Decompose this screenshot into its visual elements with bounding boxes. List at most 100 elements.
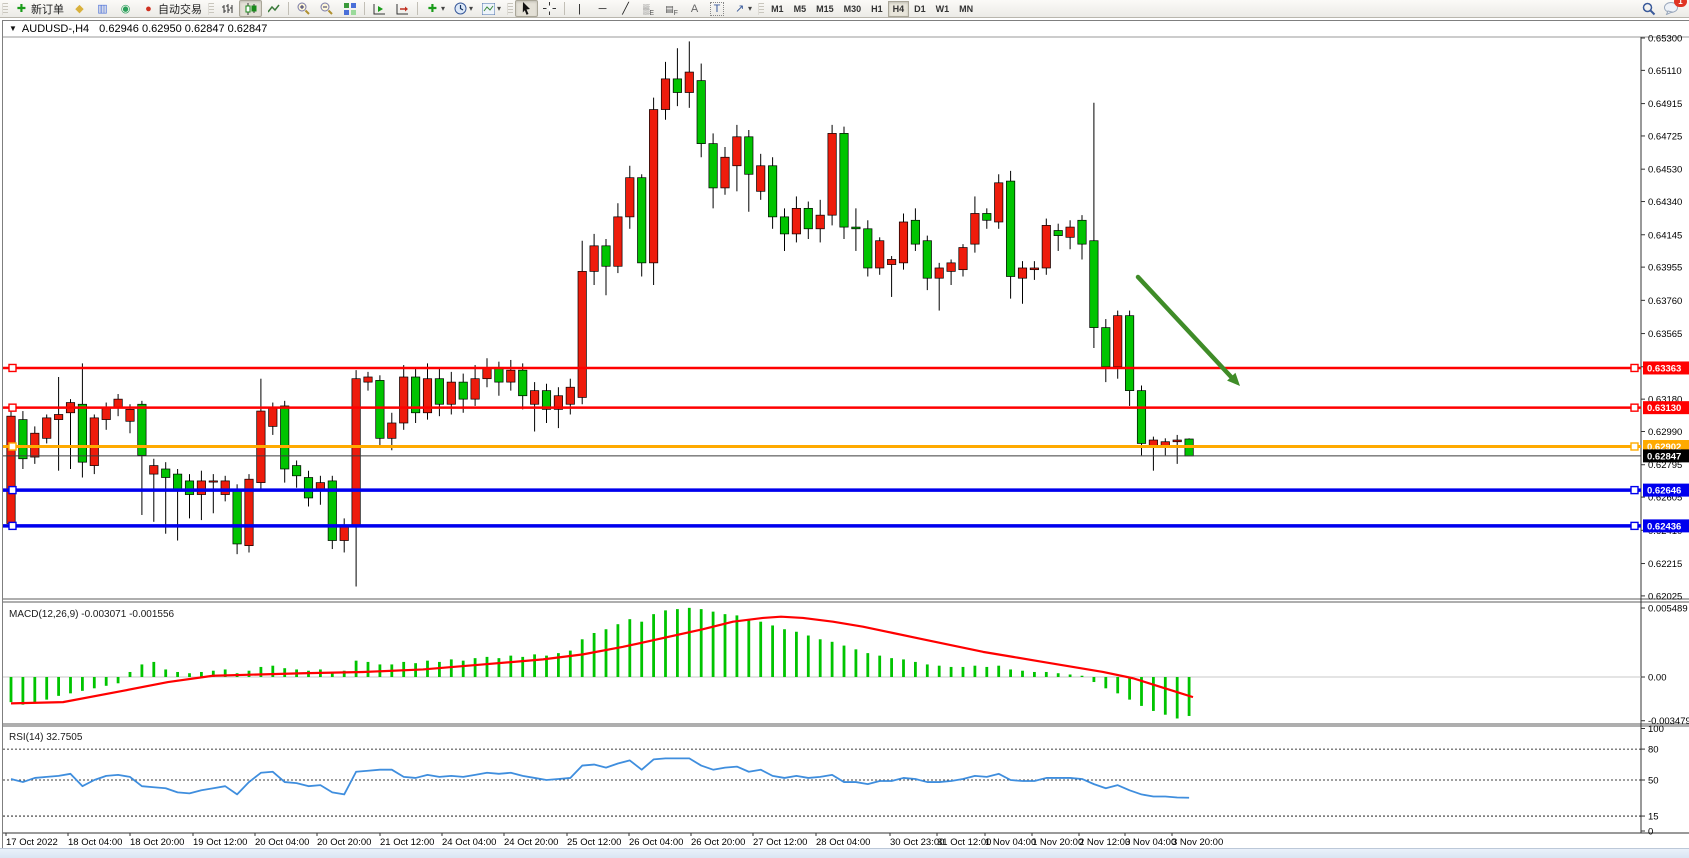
timeframe-d1-button[interactable]: D1 [914,3,926,14]
candle[interactable] [756,153,766,200]
candle[interactable] [411,368,421,423]
autotrading-button[interactable]: ● 自动交易 [137,0,206,17]
candle[interactable] [54,376,64,471]
chart-titlebar[interactable]: ▼ AUDUSD-,H4 0.62946 0.62950 0.62847 0.6… [3,21,1689,36]
line-handle[interactable] [8,403,17,412]
candle[interactable] [577,240,587,405]
timeframe-m5-button[interactable]: M5 [793,3,807,14]
line-handle[interactable] [1630,442,1639,451]
candle[interactable] [744,129,754,212]
candle[interactable] [851,208,861,251]
candle[interactable] [779,208,790,251]
zoom-in-button[interactable] [292,0,315,17]
candle[interactable] [863,220,873,277]
candle[interactable] [1065,220,1075,250]
indicators-button[interactable]: ✚ ▾ [421,0,449,17]
candle[interactable] [208,474,218,514]
line-handle[interactable] [8,521,17,531]
line-handle[interactable] [1630,485,1639,495]
candle[interactable] [458,373,468,413]
bar-chart-button[interactable] [216,0,239,17]
candle[interactable] [1172,434,1182,464]
candle[interactable] [292,460,302,488]
candle[interactable] [660,61,671,120]
candle[interactable] [363,371,373,391]
chart-shift-button[interactable] [391,0,414,17]
candle[interactable] [1136,385,1147,456]
trendline-tool-button[interactable]: ╱ [614,0,637,17]
candle[interactable] [768,157,778,229]
candle[interactable] [1041,218,1051,275]
candlestick-chart-button[interactable] [239,0,262,17]
candle[interactable] [1089,102,1099,349]
candle[interactable] [280,400,290,483]
candle[interactable] [708,133,718,209]
timeframe-w1-button[interactable]: W1 [935,3,950,14]
candle[interactable] [958,244,968,277]
candle[interactable] [637,174,647,277]
timeframe-h1-button[interactable]: H1 [871,3,883,14]
candle[interactable] [1017,261,1028,304]
auto-scroll-button[interactable] [368,0,391,17]
candle[interactable] [1125,310,1135,406]
candle[interactable] [1077,215,1087,260]
arrows-tool-button[interactable]: ↗ ▾ [728,0,756,17]
candle[interactable] [613,203,623,274]
candle[interactable] [518,363,528,410]
candle[interactable] [696,63,706,158]
candle[interactable] [601,239,611,296]
timeframe-h4-button[interactable]: H4 [887,0,910,17]
candle[interactable] [506,359,516,391]
text-tool-button[interactable]: A [683,0,706,17]
signals-button[interactable]: ◉ [114,0,137,17]
tile-windows-button[interactable] [338,0,361,17]
horizontal-line-tool-button[interactable]: ─ [591,0,614,17]
candle[interactable] [970,196,980,253]
trend-arrow[interactable] [1135,274,1237,383]
candle[interactable] [684,41,694,108]
line-handle[interactable] [1630,363,1639,373]
candle[interactable] [791,196,801,243]
candle[interactable] [720,147,730,195]
timeframe-m1-button[interactable]: M1 [771,3,784,14]
candle[interactable] [1029,261,1039,280]
candle[interactable] [6,411,16,529]
candle[interactable] [732,124,742,192]
candle[interactable] [387,412,397,451]
candle[interactable] [541,383,552,423]
candle[interactable] [196,470,206,521]
candle[interactable] [875,237,885,275]
candle[interactable] [1006,170,1016,299]
candle[interactable] [672,48,682,107]
candle[interactable] [470,365,480,406]
eraser-button[interactable]: ◆ [68,0,91,17]
templates-button[interactable]: ▾ [477,0,505,17]
candle[interactable] [803,201,813,240]
candle[interactable] [399,365,409,430]
candle[interactable] [77,363,87,478]
candle[interactable] [184,474,195,519]
candle[interactable] [910,208,920,251]
chart-canvas[interactable]: 0.65300 0.65110 0.64915 0.64725 0.64530 0.643… [3,21,1689,847]
text-label-tool-button[interactable]: T [706,0,728,17]
timeframe-mn-button[interactable]: MN [959,3,974,14]
zoom-out-button[interactable] [315,0,338,17]
line-chart-button[interactable] [262,0,285,17]
candle[interactable] [887,256,897,297]
fibonacci-tool-button[interactable]: ▤F [660,0,683,17]
cursor-tool-button[interactable] [515,0,539,17]
line-handle[interactable] [8,485,17,495]
candle[interactable] [922,235,932,291]
candle[interactable] [589,233,599,286]
periods-button[interactable]: ▾ [449,0,477,17]
candle[interactable] [827,124,837,226]
candle[interactable] [982,208,992,229]
channel-tool-button[interactable]: ▒E [637,0,660,17]
candle[interactable] [137,400,147,515]
line-handle[interactable] [1630,403,1639,412]
timeframe-m15-button[interactable]: M15 [816,3,834,14]
chat-button[interactable]: 1 [1660,0,1687,17]
window-menu-icon[interactable]: ▼ [9,24,17,33]
candle[interactable] [42,414,52,444]
candle[interactable] [327,475,337,550]
